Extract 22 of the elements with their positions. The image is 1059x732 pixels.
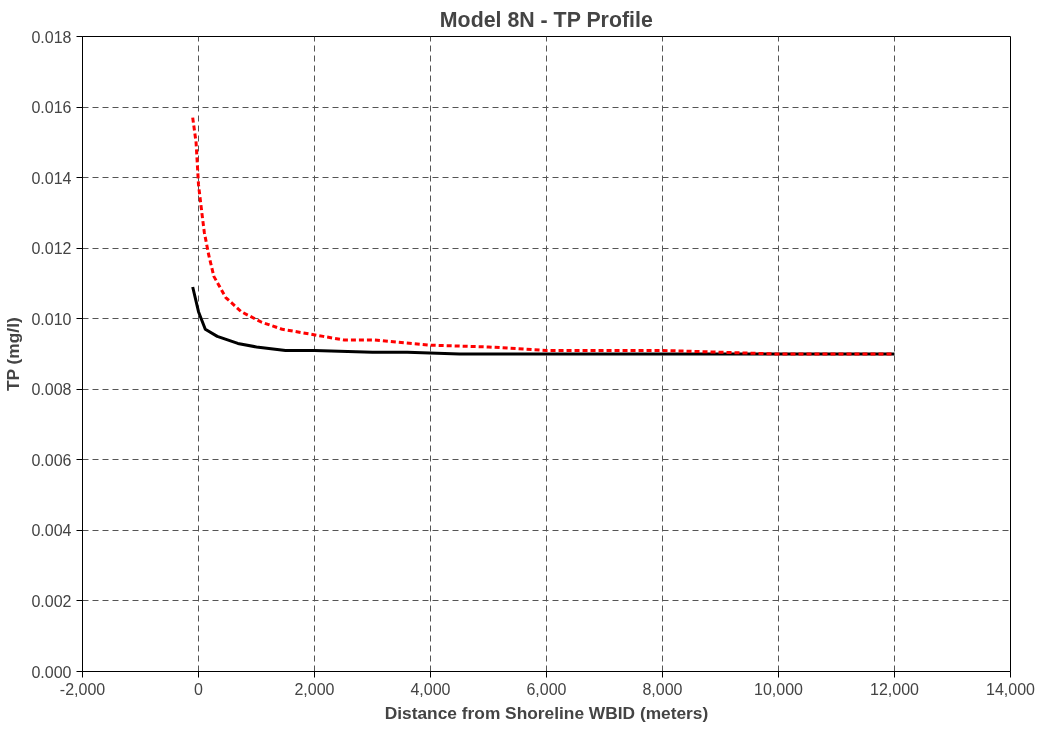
y-tick-label: 0.008 xyxy=(31,381,72,399)
x-axis-title: Distance from Shoreline WBID (meters) xyxy=(384,702,709,723)
y-tick-label: 0.002 xyxy=(31,592,72,610)
chart-title: Model 8N - TP Profile xyxy=(439,7,653,32)
x-tick-label: -2,000 xyxy=(59,680,106,698)
x-tick-label: 6,000 xyxy=(526,680,567,698)
x-tick-label: 12,000 xyxy=(870,680,920,698)
y-tick-label: 0.010 xyxy=(31,310,72,328)
y-tick-label: 0.018 xyxy=(31,28,72,46)
y-tick-label: 0.004 xyxy=(31,522,72,540)
x-tick-label: 8,000 xyxy=(642,680,683,698)
x-tick-label: 2,000 xyxy=(294,680,335,698)
x-tick-label: 4,000 xyxy=(410,680,451,698)
y-tick-label: 0.000 xyxy=(31,663,72,681)
y-tick-label: 0.016 xyxy=(31,99,72,117)
y-axis-title: TP (mg/l) xyxy=(3,317,24,392)
y-tick-label: 0.006 xyxy=(31,451,72,469)
x-tick-label: 0 xyxy=(194,680,204,698)
x-tick-label: 14,000 xyxy=(986,680,1036,698)
x-tick-label: 10,000 xyxy=(754,680,804,698)
y-tick-label: 0.012 xyxy=(31,240,72,258)
y-tick-label: 0.014 xyxy=(31,169,72,187)
